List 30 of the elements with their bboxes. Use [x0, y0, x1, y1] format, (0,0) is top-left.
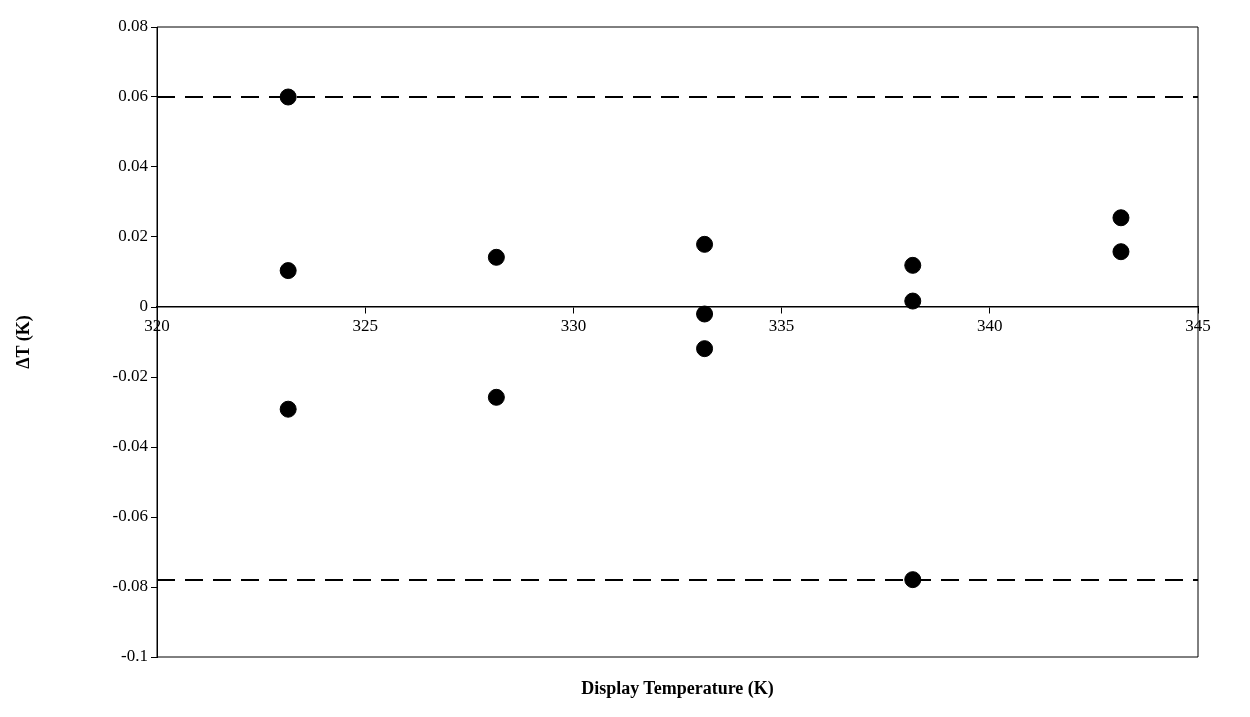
x-tick-label: 330: [560, 315, 587, 335]
point: [1112, 209, 1130, 227]
y-tick-label: 0.08: [118, 16, 148, 36]
y-axis-title: ΔT (K): [13, 315, 35, 369]
y-tick-label: 0.06: [118, 86, 148, 106]
y-tick-label: -0.1: [121, 646, 148, 666]
point: [904, 571, 922, 589]
x-tick-label: 340: [977, 315, 1003, 335]
point: [696, 340, 714, 358]
point: [696, 235, 714, 253]
y-tick-label: 0: [139, 296, 148, 316]
x-tick-label: 335: [768, 315, 795, 335]
point: [904, 292, 922, 310]
x-axis-title: Display Temperature (K): [580, 678, 775, 699]
point: [696, 305, 714, 323]
y-tick-label: -0.04: [112, 436, 149, 456]
y-tick-label: 0.04: [118, 156, 149, 176]
y-tick-label: -0.06: [112, 506, 148, 526]
point: [279, 262, 297, 280]
x-tick-label: 325: [352, 315, 378, 335]
point: [279, 400, 297, 418]
y-tick-label: 0.02: [118, 226, 148, 246]
point: [279, 88, 297, 106]
point: [1112, 243, 1130, 261]
point: [487, 248, 505, 266]
point: [904, 256, 922, 274]
y-tick-label: -0.08: [112, 576, 148, 596]
x-tick-label: 345: [1185, 315, 1211, 335]
y-tick-label: -0.02: [112, 366, 148, 386]
point: [487, 388, 505, 406]
